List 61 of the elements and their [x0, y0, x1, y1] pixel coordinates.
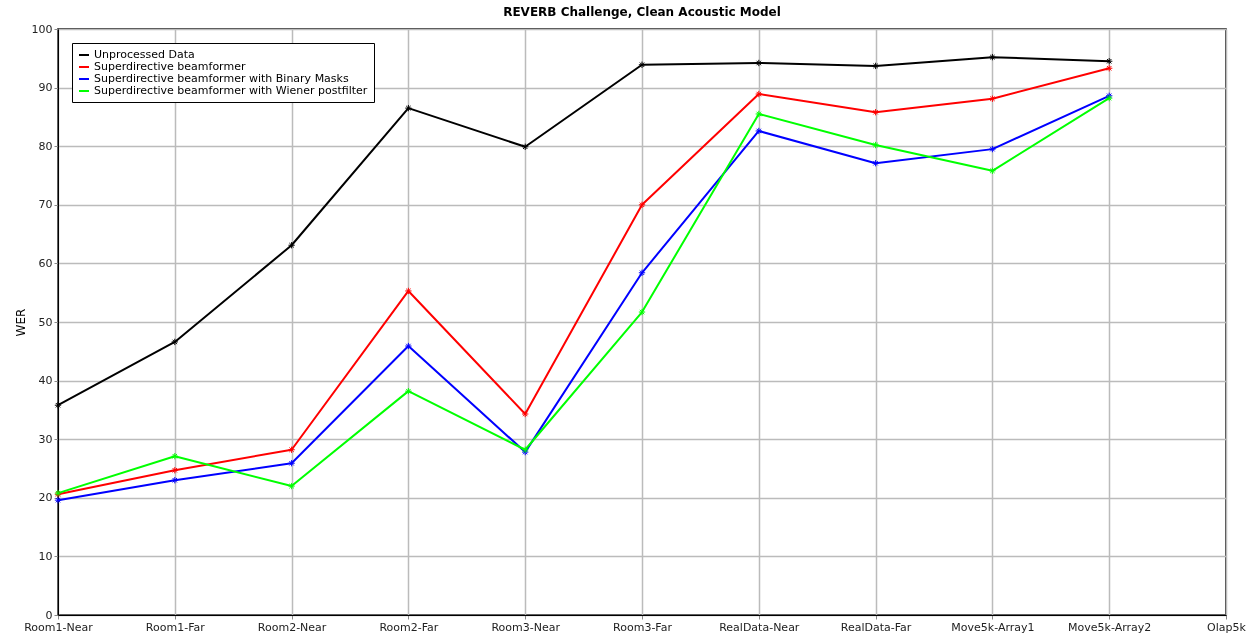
- x-tick-label: Room3-Far: [613, 620, 673, 634]
- y-tick-label: 90: [38, 81, 53, 95]
- y-tick-label: 80: [38, 139, 53, 153]
- point: [404, 104, 413, 112]
- point: [871, 108, 880, 116]
- x-tick-label: RealData-Near: [719, 620, 800, 634]
- x-tick-label: Room2-Far: [379, 620, 439, 634]
- point: [988, 167, 997, 175]
- point: [521, 410, 529, 418]
- y-tick-label: 70: [38, 198, 53, 212]
- chart-title: REVERB Challenge, Clean Acoustic Model: [503, 5, 781, 19]
- point: [1105, 64, 1113, 72]
- point: [1105, 57, 1113, 65]
- x-tick-label: Olap5k: [1207, 620, 1247, 634]
- x-tick-label: RealData-Far: [840, 620, 912, 634]
- x-tick-label: Room2-Near: [257, 620, 327, 634]
- point: [404, 342, 413, 350]
- point: [988, 145, 997, 153]
- y-tick-label: 0: [45, 608, 53, 622]
- x-tick-label: Room1-Near: [24, 620, 94, 634]
- point: [287, 482, 296, 490]
- point: [755, 127, 763, 135]
- y-tick-label: 20: [38, 491, 53, 505]
- point: [171, 338, 179, 346]
- point: [287, 459, 296, 467]
- point: [54, 496, 62, 504]
- point: [755, 90, 763, 98]
- x-tick-label: Room1-Far: [145, 620, 206, 634]
- point: [638, 61, 646, 69]
- point: [988, 95, 997, 103]
- point: [287, 446, 296, 454]
- point: [287, 241, 296, 249]
- x-tick-label: Move5k-Array2: [1068, 620, 1152, 634]
- legend-label: Unprocessed Data: [94, 48, 195, 61]
- point: [404, 387, 413, 395]
- y-tick-label: 40: [38, 374, 53, 388]
- point: [171, 452, 179, 460]
- y-tick-label: 50: [38, 315, 53, 329]
- x-tick-label: Room3-Near: [491, 620, 561, 634]
- point: [171, 476, 179, 484]
- point: [638, 201, 646, 209]
- y-tick-label: 60: [38, 256, 53, 270]
- point: [521, 143, 529, 151]
- point: [871, 141, 880, 149]
- point: [54, 401, 62, 409]
- y-tick-label: 10: [38, 549, 53, 563]
- point: [404, 287, 413, 295]
- point: [871, 159, 880, 167]
- point: [638, 308, 646, 316]
- legend-label: Superdirective beamformer with Wiener postfilter: [94, 84, 368, 97]
- legend-label: Superdirective beamformer: [94, 60, 246, 73]
- point: [638, 269, 646, 277]
- x-tick-label: Move5k-Array1: [951, 620, 1035, 634]
- point: [755, 110, 763, 118]
- y-tick-label: 100: [31, 22, 53, 36]
- point: [755, 59, 763, 67]
- point: [171, 466, 179, 474]
- legend-label: Superdirective beamformer with Binary Masks: [94, 72, 349, 85]
- y-axis-title: WER: [13, 308, 28, 337]
- y-tick-label: 30: [38, 432, 53, 446]
- point: [988, 53, 997, 61]
